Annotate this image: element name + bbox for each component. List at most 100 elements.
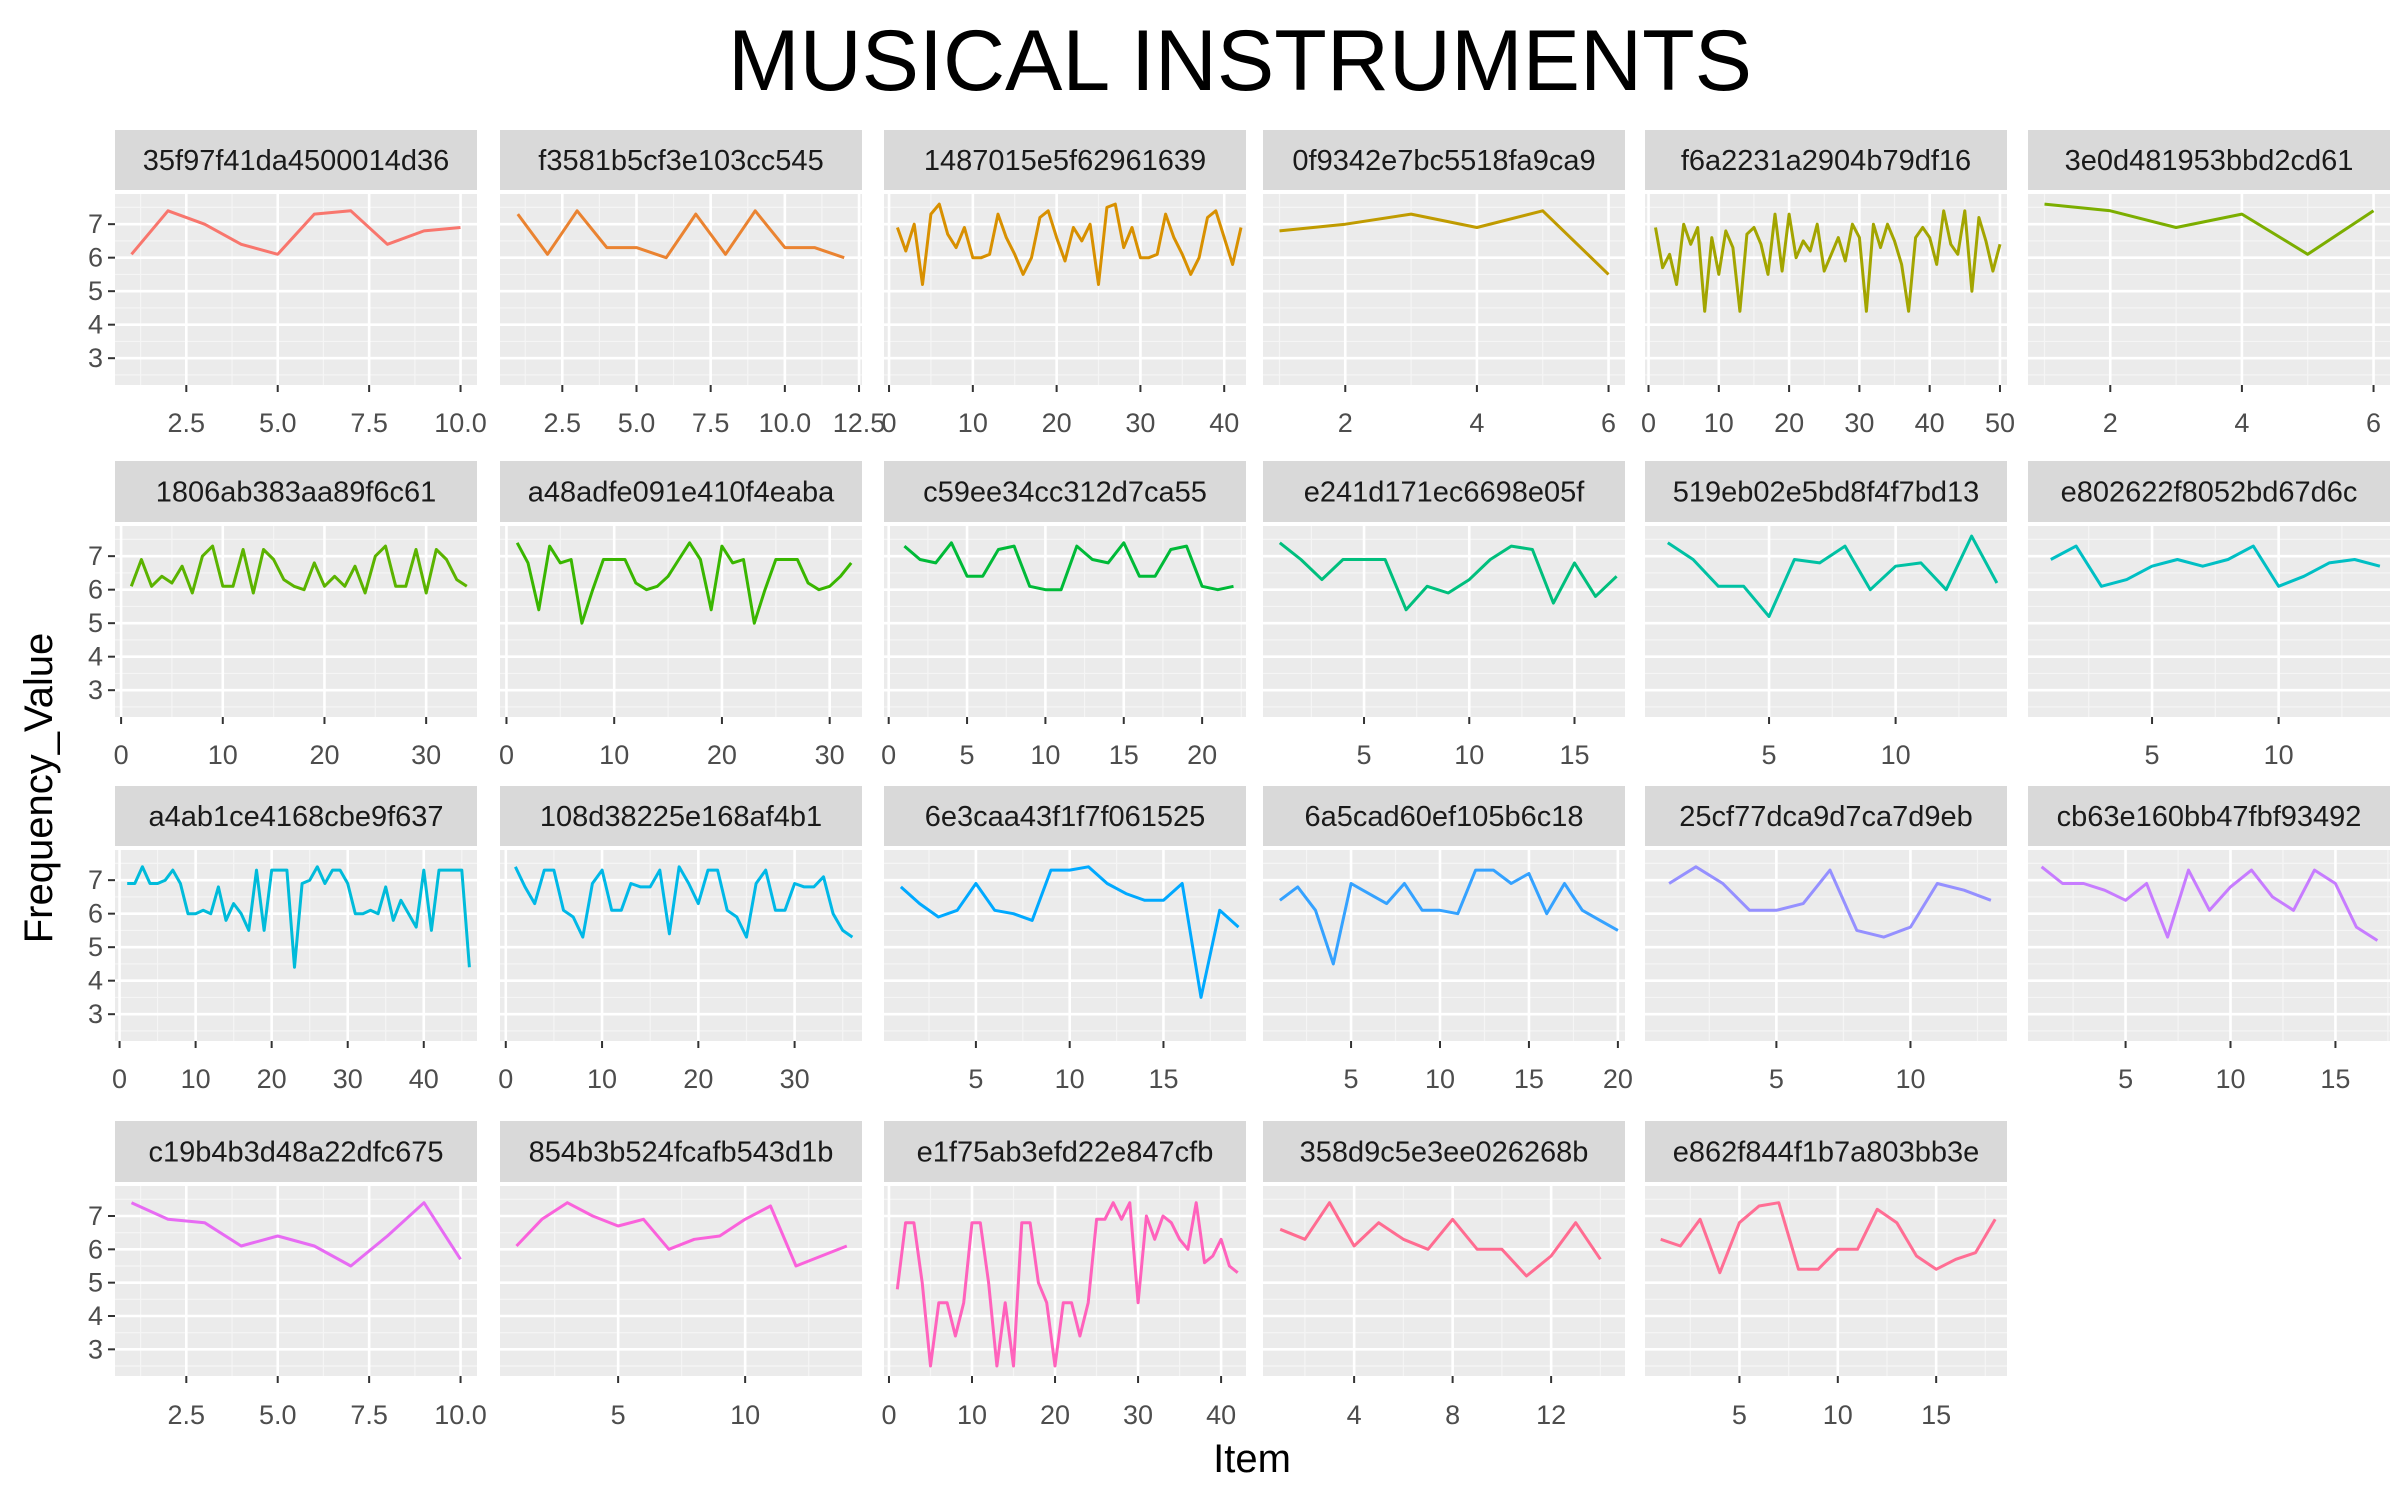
facet-strip-label: e862f844f1b7a803bb3e <box>1673 1137 1979 1169</box>
x-tick-label: 10.0 <box>434 1400 487 1430</box>
x-tick-label: 10 <box>1704 408 1734 438</box>
facet-panel: 358d9c5e3ee026268b 4 8 12 <box>1263 1121 1625 1430</box>
x-tick-label: 0 <box>114 740 129 770</box>
facet-panel: f6a2231a2904b79df16 0 10 20 30 40 50 <box>1641 130 2015 438</box>
panel-background <box>1263 526 1625 717</box>
series-line <box>1660 1201 1997 1275</box>
facet-strip <box>2028 786 2390 846</box>
y-tick-label: 5 <box>88 932 103 962</box>
facet-strip <box>1263 786 1625 846</box>
x-tick-label: 6 <box>2366 408 2381 438</box>
x-tick-label: 30 <box>411 740 441 770</box>
x-tick-label: 10.0 <box>434 408 487 438</box>
series-line <box>1278 868 1619 966</box>
x-tick-label: 15 <box>1109 740 1139 770</box>
panel-background <box>500 1186 862 1376</box>
x-tick-label: 20 <box>1187 740 1217 770</box>
x-tick-label: 10 <box>1454 740 1484 770</box>
x-tick-label: 20 <box>257 1064 287 1094</box>
facet-strip-label: cb63e160bb47fbf93492 <box>2057 801 2362 833</box>
y-tick-label: 6 <box>88 899 103 929</box>
x-tick-label: 5 <box>2145 740 2160 770</box>
x-tick-label: 2.5 <box>168 1400 206 1430</box>
x-tick-label: 40 <box>1915 408 1945 438</box>
panel-background <box>1263 194 1625 385</box>
facet-panel: 1487015e5f62961639 0 10 20 30 40 <box>882 130 1246 438</box>
x-tick-label: 5 <box>960 740 975 770</box>
series-line <box>895 202 1243 286</box>
series-line <box>516 209 845 260</box>
facet-strip <box>1645 1121 2007 1182</box>
facet-strip-label: a4ab1ce4168cbe9f637 <box>148 801 443 833</box>
x-tick-label: 5 <box>1769 1064 1784 1094</box>
facet-strip-label: 25cf77dca9d7ca7d9eb <box>1679 801 1972 833</box>
x-tick-label: 0 <box>881 740 896 770</box>
x-tick-label: 4 <box>1347 1400 1362 1430</box>
x-tick-label: 30 <box>333 1064 363 1094</box>
facet-panel: 854b3b524fcafb543d1b 5 10 <box>500 1121 862 1430</box>
x-tick-label: 10 <box>1425 1064 1455 1094</box>
facet-panel: 6e3caa43f1f7f061525 5 10 15 <box>884 786 1246 1094</box>
facet-strip-label: f6a2231a2904b79df16 <box>1681 145 1971 177</box>
y-tick-label: 3 <box>88 675 103 705</box>
x-tick-label: 7.5 <box>350 1400 388 1430</box>
x-tick-label: 4 <box>2234 408 2249 438</box>
facet-panel: e802622f8052bd67d6c 5 10 <box>2028 461 2390 770</box>
x-tick-label: 20 <box>1774 408 1804 438</box>
panel-background <box>884 850 1246 1041</box>
x-tick-label: 40 <box>409 1064 439 1094</box>
facet-panel: c59ee34cc312d7ca55 0 5 10 15 20 <box>881 461 1246 770</box>
x-tick-label: 8 <box>1445 1400 1460 1430</box>
y-tick-label: 7 <box>88 541 103 571</box>
y-tick-label: 5 <box>88 1268 103 1298</box>
series-line <box>515 1201 848 1268</box>
series-line <box>514 865 854 939</box>
x-tick-label: 5.0 <box>618 408 656 438</box>
facet-strip <box>115 786 477 846</box>
panel-background <box>115 194 477 385</box>
x-tick-label: 40 <box>1206 1400 1236 1430</box>
facet-strip <box>500 130 862 190</box>
facet-panel: e1f75ab3efd22e847cfb 0 10 20 30 40 <box>881 1121 1246 1430</box>
series-line <box>515 541 853 625</box>
x-tick-label: 15 <box>2320 1064 2350 1094</box>
y-tick-label: 7 <box>88 209 103 239</box>
series-line <box>1654 209 2002 313</box>
x-tick-label: 20 <box>1603 1064 1633 1094</box>
panel-background <box>884 194 1246 385</box>
panel-background <box>884 1186 1246 1376</box>
facet-strip-label: a48adfe091e410f4eaba <box>528 477 835 509</box>
x-tick-label: 2 <box>2103 408 2118 438</box>
facet-strip-label: e241d171ec6698e05f <box>1304 477 1586 509</box>
x-tick-label: 0 <box>881 1400 896 1430</box>
y-tick-label: 4 <box>88 642 103 672</box>
facet-panel: e862f844f1b7a803bb3e 5 10 15 <box>1645 1121 2007 1430</box>
x-tick-label: 15 <box>1514 1064 1544 1094</box>
x-tick-label: 10 <box>730 1400 760 1430</box>
panel-background <box>500 194 862 385</box>
x-tick-label: 30 <box>780 1064 810 1094</box>
series-line <box>2050 544 2381 588</box>
facet-strip <box>884 1121 1246 1182</box>
y-tick-label: 4 <box>88 310 103 340</box>
facet-panel: 25cf77dca9d7ca7d9eb 5 10 <box>1645 786 2007 1094</box>
facet-strip <box>1645 461 2007 522</box>
x-tick-label: 20 <box>1040 1400 1070 1430</box>
series-line <box>1668 865 1992 939</box>
x-tick-label: 10 <box>208 740 238 770</box>
x-tick-label: 5.0 <box>259 1400 297 1430</box>
x-tick-label: 5 <box>2118 1064 2133 1094</box>
panel-background <box>1645 850 2007 1041</box>
x-tick-label: 30 <box>1844 408 1874 438</box>
x-tick-label: 7.5 <box>350 408 388 438</box>
x-tick-label: 10.0 <box>759 408 812 438</box>
series-line <box>1666 534 1999 618</box>
facet-strip <box>1645 786 2007 846</box>
facet-strip <box>1263 130 1625 190</box>
x-tick-label: 4 <box>1469 408 1484 438</box>
facet-strip <box>884 130 1246 190</box>
facet-strip <box>1263 1121 1625 1182</box>
facet-strip <box>115 1121 477 1182</box>
y-axis-title: Frequency_Value <box>17 633 61 944</box>
